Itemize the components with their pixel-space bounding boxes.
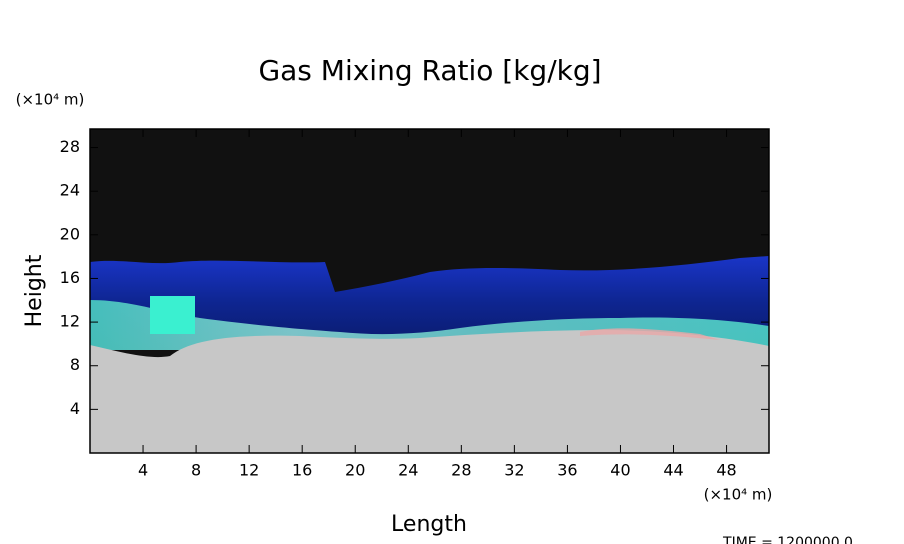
x-tick-label: 44 bbox=[663, 461, 683, 480]
x-tick-label: 8 bbox=[191, 461, 201, 480]
y-tick-label: 16 bbox=[60, 268, 80, 287]
x-tick-label: 20 bbox=[345, 461, 365, 480]
y-unit: (×10⁴ m) bbox=[16, 91, 85, 109]
plot-frame bbox=[89, 128, 770, 454]
x-tick-label: 24 bbox=[398, 461, 418, 480]
y-tick-label: 28 bbox=[60, 137, 80, 156]
x-tick-label: 4 bbox=[138, 461, 148, 480]
y-tick-label: 20 bbox=[60, 224, 80, 243]
x-tick-label: 16 bbox=[292, 461, 312, 480]
x-tick-label: 48 bbox=[716, 461, 736, 480]
x-tick-label: 12 bbox=[239, 461, 259, 480]
x-tick-label: 32 bbox=[504, 461, 524, 480]
y-tick-label: 12 bbox=[60, 312, 80, 331]
y-axis-label: Height bbox=[22, 254, 47, 327]
chart-title: Gas Mixing Ratio [kg/kg] bbox=[258, 54, 601, 87]
x-unit: (×10⁴ m) bbox=[704, 486, 773, 504]
x-axis-label: Length bbox=[391, 512, 467, 537]
x-tick-label: 28 bbox=[451, 461, 471, 480]
y-tick-label: 24 bbox=[60, 181, 80, 200]
y-tick-label: 8 bbox=[70, 355, 80, 374]
field-image bbox=[90, 129, 769, 453]
x-tick-label: 36 bbox=[557, 461, 577, 480]
y-tick-label: 4 bbox=[70, 399, 80, 418]
time-label: TIME = 1200000.0 bbox=[722, 535, 853, 544]
x-tick-label: 40 bbox=[610, 461, 630, 480]
